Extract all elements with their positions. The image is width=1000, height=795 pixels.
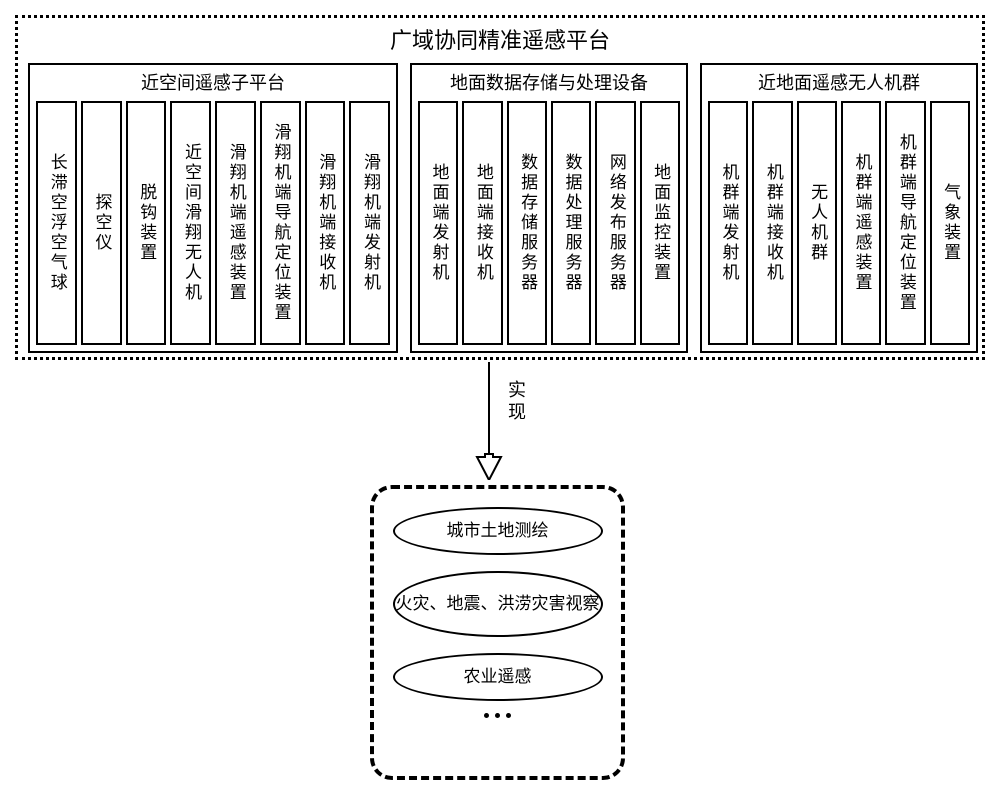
- item-text: 气象装置: [940, 183, 959, 263]
- item-box: 长滞空浮空气球: [36, 101, 77, 345]
- groups-row: 近空间遥感子平台 长滞空浮空气球 探空仪 脱钩装置 近空间滑翔无人机 滑翔机端遥…: [28, 63, 972, 353]
- item-box: 机群端接收机: [752, 101, 792, 345]
- group-title: 近地面遥感无人机群: [708, 69, 970, 95]
- item-box: 无人机群: [797, 101, 837, 345]
- app-text: 城市土地测绘: [447, 520, 549, 542]
- item-text: 地面监控装置: [650, 163, 669, 283]
- platform-container: 广域协同精准遥感平台 近空间遥感子平台 长滞空浮空气球 探空仪 脱钩装置 近空间…: [15, 15, 985, 360]
- item-box: 地面监控装置: [640, 101, 680, 345]
- item-text: 机群端遥感装置: [852, 153, 871, 293]
- item-text: 滑翔机端导航定位装置: [271, 123, 290, 323]
- item-box: 气象装置: [930, 101, 970, 345]
- arrow-down-icon: [475, 362, 503, 480]
- arrow-label: 实现: [503, 380, 529, 424]
- arrow-container: 实现: [465, 362, 535, 482]
- item-text: 滑翔机端接收机: [316, 153, 335, 293]
- item-box: 数据存储服务器: [507, 101, 547, 345]
- group-uav-swarm: 近地面遥感无人机群 机群端发射机 机群端接收机 无人机群 机群端遥感装置 机群端…: [700, 63, 978, 353]
- item-box: 近空间滑翔无人机: [170, 101, 211, 345]
- item-box: 机群端导航定位装置: [885, 101, 925, 345]
- group-near-space: 近空间遥感子平台 长滞空浮空气球 探空仪 脱钩装置 近空间滑翔无人机 滑翔机端遥…: [28, 63, 398, 353]
- item-text: 地面端发射机: [429, 163, 448, 283]
- platform-title: 广域协同精准遥感平台: [28, 23, 972, 55]
- applications-container: 城市土地测绘 火灾、地震、洪涝灾害视察 农业遥感: [370, 485, 625, 780]
- item-text: 近空间滑翔无人机: [181, 143, 200, 303]
- item-text: 脱钩装置: [137, 183, 156, 263]
- item-box: 滑翔机端遥感装置: [215, 101, 256, 345]
- item-box: 机群端遥感装置: [841, 101, 881, 345]
- item-box: 地面端发射机: [418, 101, 458, 345]
- item-text: 数据处理服务器: [562, 153, 581, 293]
- item-box: 脱钩装置: [126, 101, 167, 345]
- item-text: 无人机群: [807, 183, 826, 263]
- item-box: 地面端接收机: [462, 101, 502, 345]
- app-text: 农业遥感: [464, 666, 532, 688]
- item-box: 滑翔机端导航定位装置: [260, 101, 301, 345]
- item-text: 数据存储服务器: [517, 153, 536, 293]
- item-text: 探空仪: [92, 193, 111, 253]
- item-box: 滑翔机端发射机: [349, 101, 390, 345]
- item-text: 地面端接收机: [473, 163, 492, 283]
- app-ellipse: 城市土地测绘: [393, 507, 603, 555]
- app-ellipse: 农业遥感: [393, 653, 603, 701]
- item-box: 探空仪: [81, 101, 122, 345]
- item-box: 滑翔机端接收机: [305, 101, 346, 345]
- group-title: 地面数据存储与处理设备: [418, 69, 680, 95]
- item-box: 机群端发射机: [708, 101, 748, 345]
- group-title: 近空间遥感子平台: [36, 69, 390, 95]
- item-text: 机群端导航定位装置: [896, 133, 915, 313]
- app-text: 火灾、地震、洪涝灾害视察: [396, 593, 600, 615]
- item-text: 长滞空浮空气球: [47, 153, 66, 293]
- app-ellipse: 火灾、地震、洪涝灾害视察: [393, 571, 603, 637]
- item-text: 机群端接收机: [763, 163, 782, 283]
- item-text: 网络发布服务器: [606, 153, 625, 293]
- item-text: 滑翔机端发射机: [360, 153, 379, 293]
- item-box: 网络发布服务器: [595, 101, 635, 345]
- item-box: 数据处理服务器: [551, 101, 591, 345]
- items-row: 长滞空浮空气球 探空仪 脱钩装置 近空间滑翔无人机 滑翔机端遥感装置 滑翔机端导…: [36, 101, 390, 345]
- ellipsis-icon: [481, 713, 514, 731]
- group-ground-data: 地面数据存储与处理设备 地面端发射机 地面端接收机 数据存储服务器 数据处理服务…: [410, 63, 688, 353]
- items-row: 机群端发射机 机群端接收机 无人机群 机群端遥感装置 机群端导航定位装置 气象装…: [708, 101, 970, 345]
- item-text: 机群端发射机: [719, 163, 738, 283]
- item-text: 滑翔机端遥感装置: [226, 143, 245, 303]
- items-row: 地面端发射机 地面端接收机 数据存储服务器 数据处理服务器 网络发布服务器 地面…: [418, 101, 680, 345]
